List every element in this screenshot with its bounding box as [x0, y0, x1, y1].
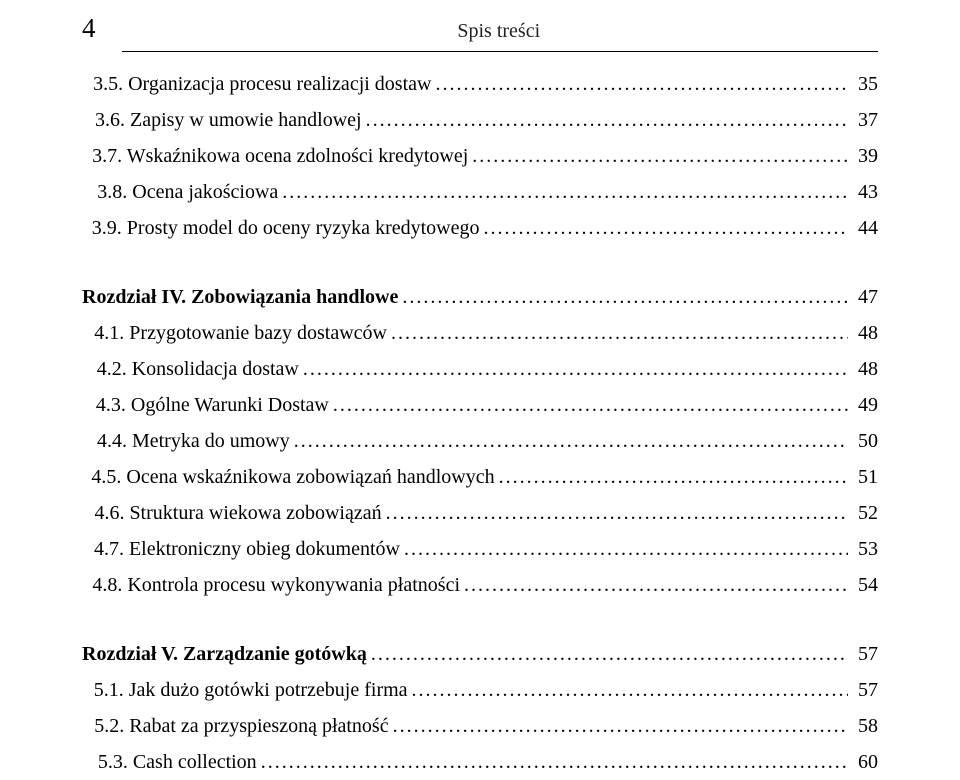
toc-dot-leader: ........................................…: [382, 498, 848, 529]
toc-chapter-label: Rozdział IV. Zobowiązania handlowe: [82, 282, 398, 313]
toc-dot-leader: ........................................…: [460, 570, 848, 601]
toc-dot-leader: ........................................…: [367, 639, 848, 670]
toc-page-number: 43: [848, 177, 878, 208]
toc-page-number: 57: [848, 639, 878, 670]
toc-page-number: 49: [848, 390, 878, 421]
toc-page-number: 53: [848, 534, 878, 565]
toc-entry-label: 4.5. Ocena wskaźnikowa zobowiązań handlo…: [91, 462, 494, 493]
toc-page-number: 48: [848, 354, 878, 385]
toc-entry-label: 4.8. Kontrola procesu wykonywania płatno…: [92, 570, 460, 601]
toc-entry-label: 4.4. Metryka do umowy: [97, 426, 290, 457]
toc-page-number: 51: [848, 462, 878, 493]
toc-entry-label: 4.2. Konsolidacja dostaw: [97, 354, 299, 385]
toc-page-number: 58: [848, 711, 878, 742]
toc-row: 5.1. Jak dużo gotówki potrzebuje firma..…: [82, 675, 878, 706]
toc-spacer: [82, 249, 878, 277]
toc-row: 5.2. Rabat za przyspieszoną płatność....…: [82, 711, 878, 742]
toc-entry-label: 3.5. Organizacja procesu realizacji dost…: [93, 69, 431, 100]
toc-row: 5.3. Cash collection....................…: [82, 747, 878, 778]
toc-row: 4.4. Metryka do umowy...................…: [82, 426, 878, 457]
toc-entry-label: 4.3. Ogólne Warunki Dostaw: [96, 390, 329, 421]
toc-row: 4.8. Kontrola procesu wykonywania płatno…: [82, 570, 878, 601]
toc-dot-leader: ........................................…: [299, 354, 848, 385]
toc-page-number: 47: [848, 282, 878, 313]
toc-page-number: 52: [848, 498, 878, 529]
toc-row: Rozdział IV. Zobowiązania handlowe......…: [82, 282, 878, 313]
toc-dot-leader: ........................................…: [278, 177, 848, 208]
toc-page-number: 35: [848, 69, 878, 100]
toc-page-number: 44: [848, 213, 878, 244]
toc-dot-leader: ........................................…: [400, 534, 848, 565]
toc-dot-leader: ........................................…: [431, 69, 848, 100]
toc-row: 3.8. Ocena jakościowa...................…: [82, 177, 878, 208]
toc-row: Rozdział V. Zarządzanie gotówką.........…: [82, 639, 878, 670]
toc-page-number: 57: [848, 675, 878, 706]
toc-row: 3.5. Organizacja procesu realizacji dost…: [82, 69, 878, 100]
toc-dot-leader: ........................................…: [362, 105, 848, 136]
toc-row: 3.7. Wskaźnikowa ocena zdolności kredyto…: [82, 141, 878, 172]
toc-row: 4.5. Ocena wskaźnikowa zobowiązań handlo…: [82, 462, 878, 493]
toc-page-number: 48: [848, 318, 878, 349]
toc-page-number: 39: [848, 141, 878, 172]
toc-page-number: 60: [848, 747, 878, 778]
toc-row: 4.3. Ogólne Warunki Dostaw..............…: [82, 390, 878, 421]
toc-row: 4.2. Konsolidacja dostaw................…: [82, 354, 878, 385]
toc-dot-leader: ........................................…: [398, 282, 848, 313]
toc-chapter-label: Rozdział V. Zarządzanie gotówką: [82, 639, 367, 670]
toc-entry-label: 5.1. Jak dużo gotówki potrzebuje firma: [94, 675, 408, 706]
table-of-contents: 3.5. Organizacja procesu realizacji dost…: [82, 69, 878, 780]
toc-row: 4.6. Struktura wiekowa zobowiązań.......…: [82, 498, 878, 529]
toc-row: 4.7. Elektroniczny obieg dokumentów.....…: [82, 534, 878, 565]
toc-entry-label: 3.8. Ocena jakościowa: [97, 177, 278, 208]
toc-entry-label: 3.9. Prosty model do oceny ryzyka kredyt…: [92, 213, 480, 244]
toc-entry-label: 3.7. Wskaźnikowa ocena zdolności kredyto…: [92, 141, 468, 172]
toc-dot-leader: ........................................…: [290, 426, 848, 457]
toc-row: 4.1. Przygotowanie bazy dostawców.......…: [82, 318, 878, 349]
toc-dot-leader: ........................................…: [257, 747, 848, 778]
page-header: 4 Spis treści: [82, 8, 878, 64]
toc-dot-leader: ........................................…: [389, 711, 848, 742]
toc-entry-label: 4.6. Struktura wiekowa zobowiązań: [94, 498, 381, 529]
header-title-wrap: Spis treści: [120, 16, 879, 64]
toc-dot-leader: ........................................…: [479, 213, 848, 244]
toc-row: 3.6. Zapisy w umowie handlowej..........…: [82, 105, 878, 136]
toc-entry-label: 4.7. Elektroniczny obieg dokumentów: [94, 534, 400, 565]
toc-dot-leader: ........................................…: [329, 390, 848, 421]
toc-page-number: 54: [848, 570, 878, 601]
toc-dot-leader: ........................................…: [387, 318, 848, 349]
header-title: Spis treści: [457, 20, 540, 42]
toc-dot-leader: ........................................…: [495, 462, 848, 493]
toc-entry-label: 5.3. Cash collection: [98, 747, 257, 778]
toc-page-number: 37: [848, 105, 878, 136]
toc-row: 3.9. Prosty model do oceny ryzyka kredyt…: [82, 213, 878, 244]
toc-page-number: 50: [848, 426, 878, 457]
toc-dot-leader: ........................................…: [468, 141, 848, 172]
toc-entry-label: 4.1. Przygotowanie bazy dostawców: [94, 318, 387, 349]
header-underline: [122, 51, 879, 52]
toc-spacer: [82, 606, 878, 634]
page-container: 4 Spis treści 3.5. Organizacja procesu r…: [0, 0, 960, 780]
page-number: 4: [82, 8, 96, 50]
toc-entry-label: 5.2. Rabat za przyspieszoną płatność: [94, 711, 388, 742]
toc-dot-leader: ........................................…: [408, 675, 848, 706]
toc-entry-label: 3.6. Zapisy w umowie handlowej: [95, 105, 362, 136]
